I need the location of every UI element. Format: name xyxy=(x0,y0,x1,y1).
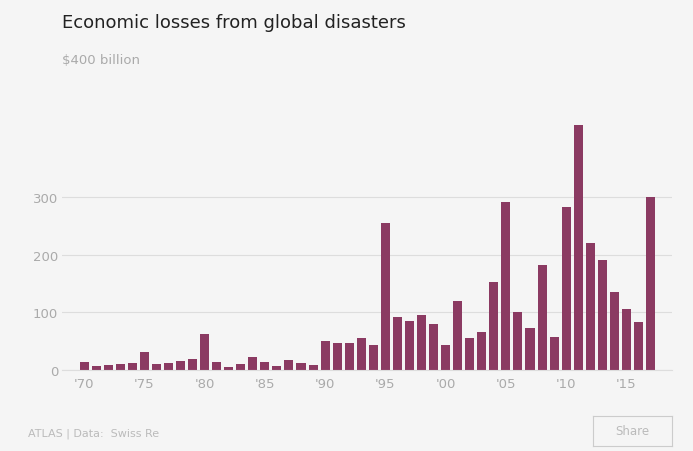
Bar xyxy=(441,346,450,370)
Bar xyxy=(248,357,257,370)
Bar xyxy=(116,364,125,370)
Bar xyxy=(140,353,149,370)
Bar xyxy=(224,367,234,370)
Bar xyxy=(550,337,559,370)
Bar xyxy=(610,292,619,370)
Bar xyxy=(574,126,583,370)
Bar xyxy=(477,332,486,370)
Bar xyxy=(200,334,209,370)
Bar xyxy=(465,338,474,370)
Bar xyxy=(393,317,402,370)
Bar xyxy=(622,309,631,370)
Bar xyxy=(176,361,185,370)
Bar xyxy=(453,301,462,370)
Bar xyxy=(236,364,245,370)
Bar xyxy=(429,324,438,370)
Bar xyxy=(357,338,366,370)
Bar xyxy=(284,360,293,370)
Bar xyxy=(104,365,113,370)
Bar xyxy=(381,223,390,370)
Bar xyxy=(333,343,342,370)
Bar xyxy=(586,244,595,370)
Bar xyxy=(561,207,570,370)
Bar xyxy=(369,346,378,370)
Text: ATLAS | Data:  Swiss Re: ATLAS | Data: Swiss Re xyxy=(28,428,159,438)
Bar xyxy=(417,315,426,370)
Text: $400 billion: $400 billion xyxy=(62,54,141,67)
Bar xyxy=(634,322,643,370)
Bar xyxy=(646,198,655,370)
Text: Share: Share xyxy=(615,424,649,437)
Bar xyxy=(261,362,270,370)
Bar xyxy=(344,343,353,370)
Bar xyxy=(501,202,511,370)
Bar xyxy=(152,364,161,370)
Bar xyxy=(164,363,173,370)
Bar xyxy=(188,359,197,370)
Bar xyxy=(91,366,100,370)
Bar xyxy=(272,366,281,370)
Bar xyxy=(308,365,317,370)
Bar xyxy=(128,363,137,370)
Bar xyxy=(598,261,607,370)
Bar xyxy=(525,328,534,370)
Bar xyxy=(80,362,89,370)
Bar xyxy=(538,265,547,370)
Bar xyxy=(297,363,306,370)
Bar xyxy=(489,283,498,370)
Bar xyxy=(321,341,330,370)
Bar xyxy=(212,362,221,370)
Bar xyxy=(405,321,414,370)
Text: Economic losses from global disasters: Economic losses from global disasters xyxy=(62,14,406,32)
Bar xyxy=(514,313,523,370)
